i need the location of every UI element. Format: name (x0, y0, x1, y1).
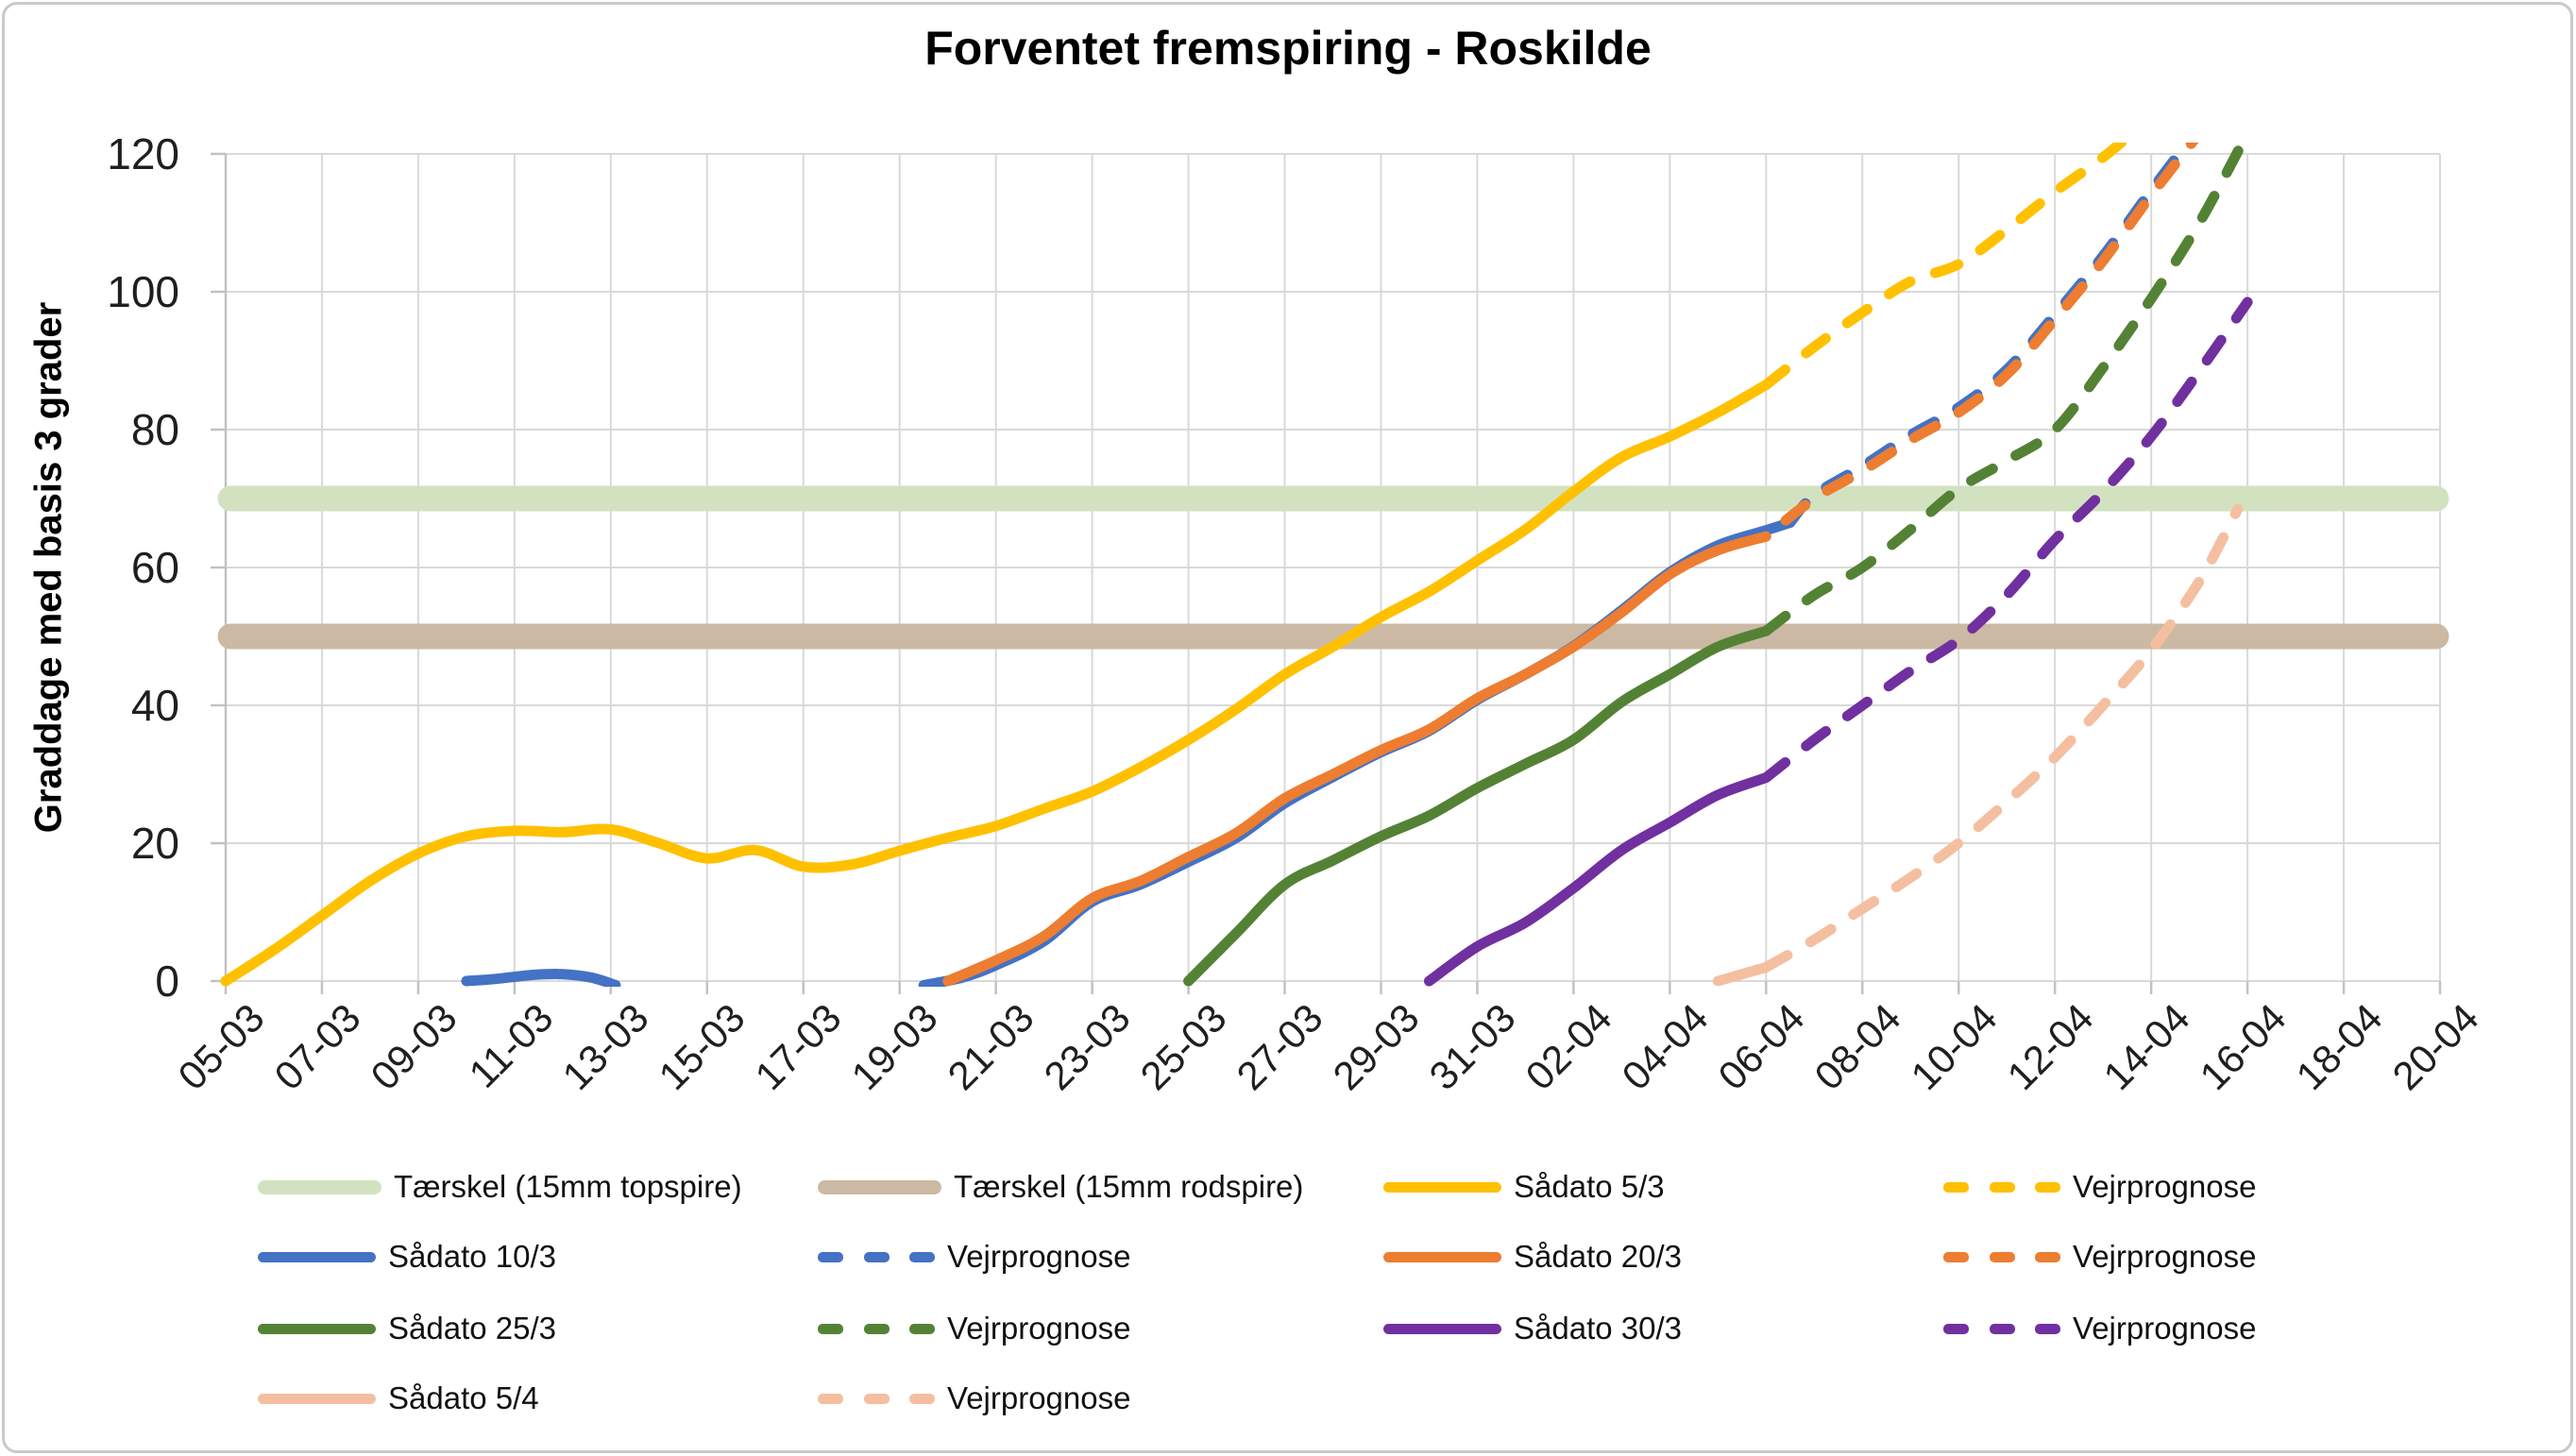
legend-swatch-solid (1383, 1181, 1501, 1193)
legend-item[interactable]: Vejrprognose (1943, 1169, 2256, 1205)
legend-item[interactable]: Sådato 25/3 (258, 1311, 556, 1346)
y-tick-label: 0 (155, 957, 179, 1006)
legend-label: Sådato 25/3 (388, 1311, 556, 1346)
series-prognose-30-3[interactable] (1760, 296, 2253, 784)
y-tick-label: 20 (130, 819, 179, 868)
legend-label: Sådato 20/3 (1514, 1239, 1682, 1274)
y-tick-label: 60 (130, 543, 179, 592)
legend-label: Tærskel (15mm topspire) (394, 1169, 742, 1204)
y-tick-label: 120 (107, 129, 179, 178)
legend-swatch-solid (258, 1393, 376, 1404)
series-group (220, 133, 2253, 987)
legend-item[interactable]: Sådato 5/3 (1383, 1169, 1665, 1205)
series-saadato-5-3[interactable] (220, 380, 1771, 987)
legend-item[interactable]: Vejrprognose (818, 1311, 1130, 1346)
plot-area (211, 133, 2449, 994)
series-prognose-20-3[interactable] (1760, 133, 2199, 542)
legend-swatch-dashed (818, 1393, 935, 1404)
legend-label: Vejrprognose (2073, 1239, 2257, 1274)
legend-item[interactable]: Vejrprognose (818, 1239, 1130, 1275)
legend-item[interactable]: Vejrprognose (1943, 1311, 2256, 1346)
legend-swatch-dashed (818, 1251, 935, 1262)
legend-label: Vejrprognose (947, 1311, 1131, 1346)
legend-label: Sådato 5/4 (388, 1380, 539, 1415)
legend-swatch-band (818, 1179, 941, 1194)
legend-label: Tærskel (15mm rodspire) (954, 1169, 1304, 1204)
legend-label: Sådato 30/3 (1514, 1311, 1682, 1346)
legend-label: Vejrprognose (947, 1239, 1131, 1274)
legend-label: Sådato 10/3 (388, 1239, 556, 1274)
legend-item[interactable]: Tærskel (15mm topspire) (258, 1169, 742, 1205)
legend-swatch-band (258, 1179, 381, 1194)
legend-item[interactable]: Sådato 30/3 (1383, 1311, 1682, 1346)
series-saadato-25-3[interactable] (1183, 625, 1771, 987)
legend-item[interactable]: Vejrprognose (1943, 1239, 2256, 1275)
legend-swatch-solid (1383, 1323, 1501, 1334)
legend-item[interactable]: Sådato 20/3 (1383, 1239, 1682, 1275)
legend-item[interactable]: Sådato 10/3 (258, 1239, 556, 1275)
legend-swatch-solid (1383, 1251, 1501, 1262)
legend-swatch-dashed (1943, 1181, 2060, 1193)
y-tick-label: 80 (130, 405, 179, 454)
legend-swatch-solid (258, 1251, 376, 1262)
series-saadato-30-3[interactable] (1424, 772, 1771, 987)
chart-title: Forventet fremspiring - Roskilde (924, 22, 1652, 75)
legend-swatch-dashed (1943, 1251, 2060, 1262)
axes (211, 152, 2442, 994)
legend-item[interactable]: Vejrprognose (818, 1380, 1130, 1416)
legend-label: Vejrprognose (947, 1380, 1131, 1415)
series-prognose-25-3[interactable] (1760, 133, 2249, 636)
series-prognose-5-4[interactable] (1760, 503, 2244, 973)
legend-item[interactable]: Sådato 5/4 (258, 1380, 539, 1416)
y-tick-label: 100 (107, 267, 179, 316)
series-prognose-5-3[interactable] (1760, 133, 2131, 391)
legend-label: Vejrprognose (2073, 1169, 2257, 1204)
series-saadato-5-4[interactable] (1712, 961, 1771, 987)
legend-item[interactable]: Tærskel (15mm rodspire) (818, 1169, 1303, 1205)
legend-label: Vejrprognose (2073, 1311, 2257, 1346)
legend-swatch-dashed (1943, 1323, 2060, 1334)
series-saadato-10-3[interactable] (461, 517, 1796, 987)
legend-swatch-solid (258, 1323, 376, 1334)
legend-label: Sådato 5/3 (1514, 1169, 1665, 1204)
series-saadato-20-3[interactable] (942, 531, 1771, 987)
y-tick-label: 40 (130, 681, 179, 730)
legend-swatch-dashed (818, 1323, 935, 1334)
